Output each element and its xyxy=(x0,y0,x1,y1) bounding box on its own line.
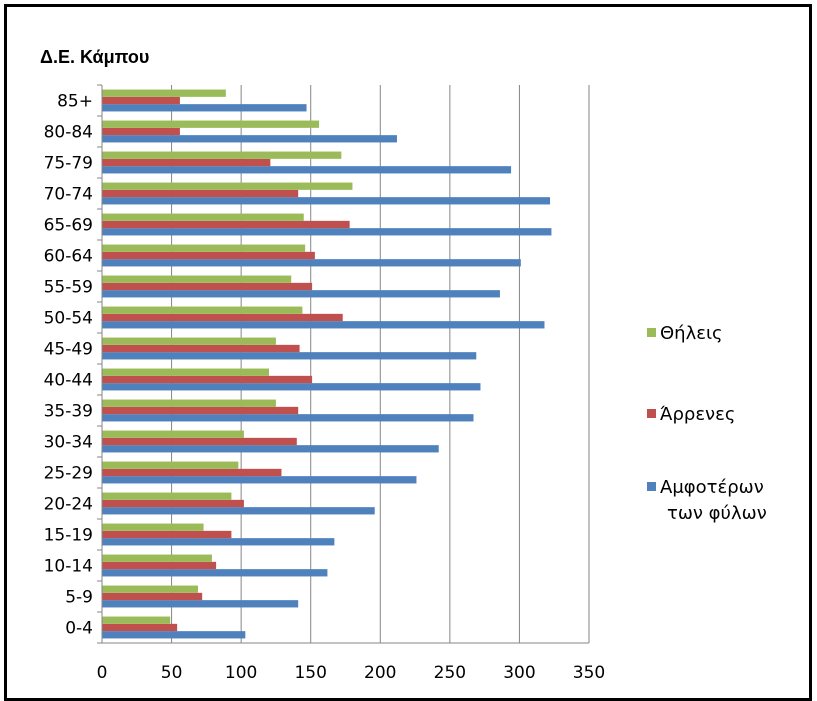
legend-label-line: Άρρενες xyxy=(660,404,735,425)
y-tick-label-35-39: 35-39 xyxy=(44,402,93,422)
bar-85+-series-1 xyxy=(102,96,180,105)
legend-label-2: Θήλεις xyxy=(660,323,723,344)
x-tick-label-100: 100 xyxy=(225,663,257,683)
bar-30-34-series-2 xyxy=(102,430,244,438)
x-tick-labels: 0 50 100 150 200 250 300 350 xyxy=(97,663,606,683)
x-tick-label-150: 150 xyxy=(294,663,326,683)
bar-70-74-series-0 xyxy=(102,197,551,205)
y-tick-label-30-34: 30-34 xyxy=(44,433,93,453)
y-tick-label-55-59: 55-59 xyxy=(44,278,93,298)
bar-15-19-series-0 xyxy=(102,538,335,546)
x-tick-label-50: 50 xyxy=(161,663,183,683)
x-tick-label-0: 0 xyxy=(97,663,108,683)
bar-60-64-series-0 xyxy=(102,259,521,267)
x-tick-label-350: 350 xyxy=(573,663,605,683)
legend-swatch-0 xyxy=(647,482,656,491)
bar-35-39-series-1 xyxy=(102,406,299,415)
axes xyxy=(97,84,589,644)
bar-60-64-series-2 xyxy=(102,244,306,252)
legend-label-line: Αμφοτέρων xyxy=(660,477,764,498)
bar-30-34-series-0 xyxy=(102,445,439,453)
bar-35-39-series-2 xyxy=(102,399,276,407)
bars xyxy=(102,89,552,639)
bar-75-79-series-0 xyxy=(102,166,512,174)
bar-15-19-series-2 xyxy=(102,523,204,531)
chart-title: Δ.Ε. Κάμπου xyxy=(40,47,149,67)
bar-65-69-series-0 xyxy=(102,228,552,236)
y-tick-label-45-49: 45-49 xyxy=(44,340,93,360)
grid-lines xyxy=(171,85,590,643)
x-tick-label-300: 300 xyxy=(503,663,535,683)
y-tick-label-70-74: 70-74 xyxy=(44,185,93,205)
bar-15-19-series-1 xyxy=(102,530,232,539)
bar-75-79-series-1 xyxy=(102,158,271,167)
bar-55-59-series-0 xyxy=(102,290,500,298)
y-tick-labels: 0-4 5-9 10-14 15-19 20-24 25-29 30-34 35-39 40-4… xyxy=(44,92,93,639)
bar-40-44-series-1 xyxy=(102,375,313,384)
bar-40-44-series-0 xyxy=(102,383,481,391)
y-tick-label-5-9: 5-9 xyxy=(65,588,93,608)
legend-label-line: των φύλων xyxy=(667,503,767,524)
bar-45-49-series-1 xyxy=(102,344,300,353)
y-tick-label-10-14: 10-14 xyxy=(44,557,93,577)
bar-0-4-series-2 xyxy=(102,616,171,624)
bar-5-9-series-0 xyxy=(102,600,299,608)
bar-10-14-series-1 xyxy=(102,561,217,570)
y-tick-label-50-54: 50-54 xyxy=(44,309,93,329)
legend-label-0: Αμφοτέρων των φύλων xyxy=(660,477,767,524)
bar-80-84-series-2 xyxy=(102,120,320,128)
bar-45-49-series-0 xyxy=(102,352,477,360)
bar-70-74-series-2 xyxy=(102,182,353,190)
bar-85+-series-2 xyxy=(102,89,226,97)
bar-80-84-series-1 xyxy=(102,127,180,136)
x-tick-label-200: 200 xyxy=(364,663,396,683)
bar-50-54-series-0 xyxy=(102,321,545,329)
bar-10-14-series-2 xyxy=(102,554,212,562)
y-tick-label-15-19: 15-19 xyxy=(44,526,93,546)
legend: Θήλεις Άρρενες Αμφοτέρων των φύλων xyxy=(647,323,767,524)
bar-65-69-series-2 xyxy=(102,213,304,221)
bar-25-29-series-0 xyxy=(102,476,417,484)
bar-80-84-series-0 xyxy=(102,135,397,143)
bar-5-9-series-1 xyxy=(102,592,203,601)
bar-35-39-series-0 xyxy=(102,414,474,422)
bar-50-54-series-1 xyxy=(102,313,343,322)
bar-85+-series-0 xyxy=(102,104,307,112)
chart-frame: Δ.Ε. Κάμπου 0-4 5-9 10-14 15-19 20-24 25-29 30… xyxy=(4,4,812,701)
bar-50-54-series-2 xyxy=(102,306,303,314)
bar-20-24-series-1 xyxy=(102,499,244,508)
bar-60-64-series-1 xyxy=(102,251,315,260)
bar-45-49-series-2 xyxy=(102,337,276,345)
bar-10-14-series-0 xyxy=(102,569,328,577)
bar-0-4-series-1 xyxy=(102,623,178,632)
bar-20-24-series-0 xyxy=(102,507,375,515)
bar-0-4-series-0 xyxy=(102,631,246,639)
bar-70-74-series-1 xyxy=(102,189,299,198)
bar-30-34-series-1 xyxy=(102,437,297,446)
legend-label-line: Θήλεις xyxy=(660,323,723,344)
y-tick-label-85+: 85+ xyxy=(57,92,93,112)
legend-label-1: Άρρενες xyxy=(660,404,735,425)
bar-20-24-series-2 xyxy=(102,492,232,500)
bar-25-29-series-2 xyxy=(102,461,239,469)
bar-40-44-series-2 xyxy=(102,368,269,376)
y-tick-label-25-29: 25-29 xyxy=(44,464,93,484)
y-tick-label-80-84: 80-84 xyxy=(44,123,93,143)
bar-55-59-series-2 xyxy=(102,275,292,283)
x-tick-label-250: 250 xyxy=(434,663,466,683)
y-tick-label-0-4: 0-4 xyxy=(65,619,93,639)
y-tick-label-20-24: 20-24 xyxy=(44,495,93,515)
legend-swatch-1 xyxy=(647,409,656,418)
y-tick-label-65-69: 65-69 xyxy=(44,216,93,236)
legend-swatch-2 xyxy=(647,328,656,337)
bar-55-59-series-1 xyxy=(102,282,313,291)
population-bar-chart: Δ.Ε. Κάμπου 0-4 5-9 10-14 15-19 20-24 25-29 30… xyxy=(40,47,767,683)
bar-25-29-series-1 xyxy=(102,468,282,477)
bar-5-9-series-2 xyxy=(102,585,199,593)
bar-65-69-series-1 xyxy=(102,220,350,229)
y-tick-label-40-44: 40-44 xyxy=(44,371,93,391)
y-tick-label-75-79: 75-79 xyxy=(44,154,93,174)
bar-75-79-series-2 xyxy=(102,151,342,159)
y-tick-label-60-64: 60-64 xyxy=(44,247,93,267)
